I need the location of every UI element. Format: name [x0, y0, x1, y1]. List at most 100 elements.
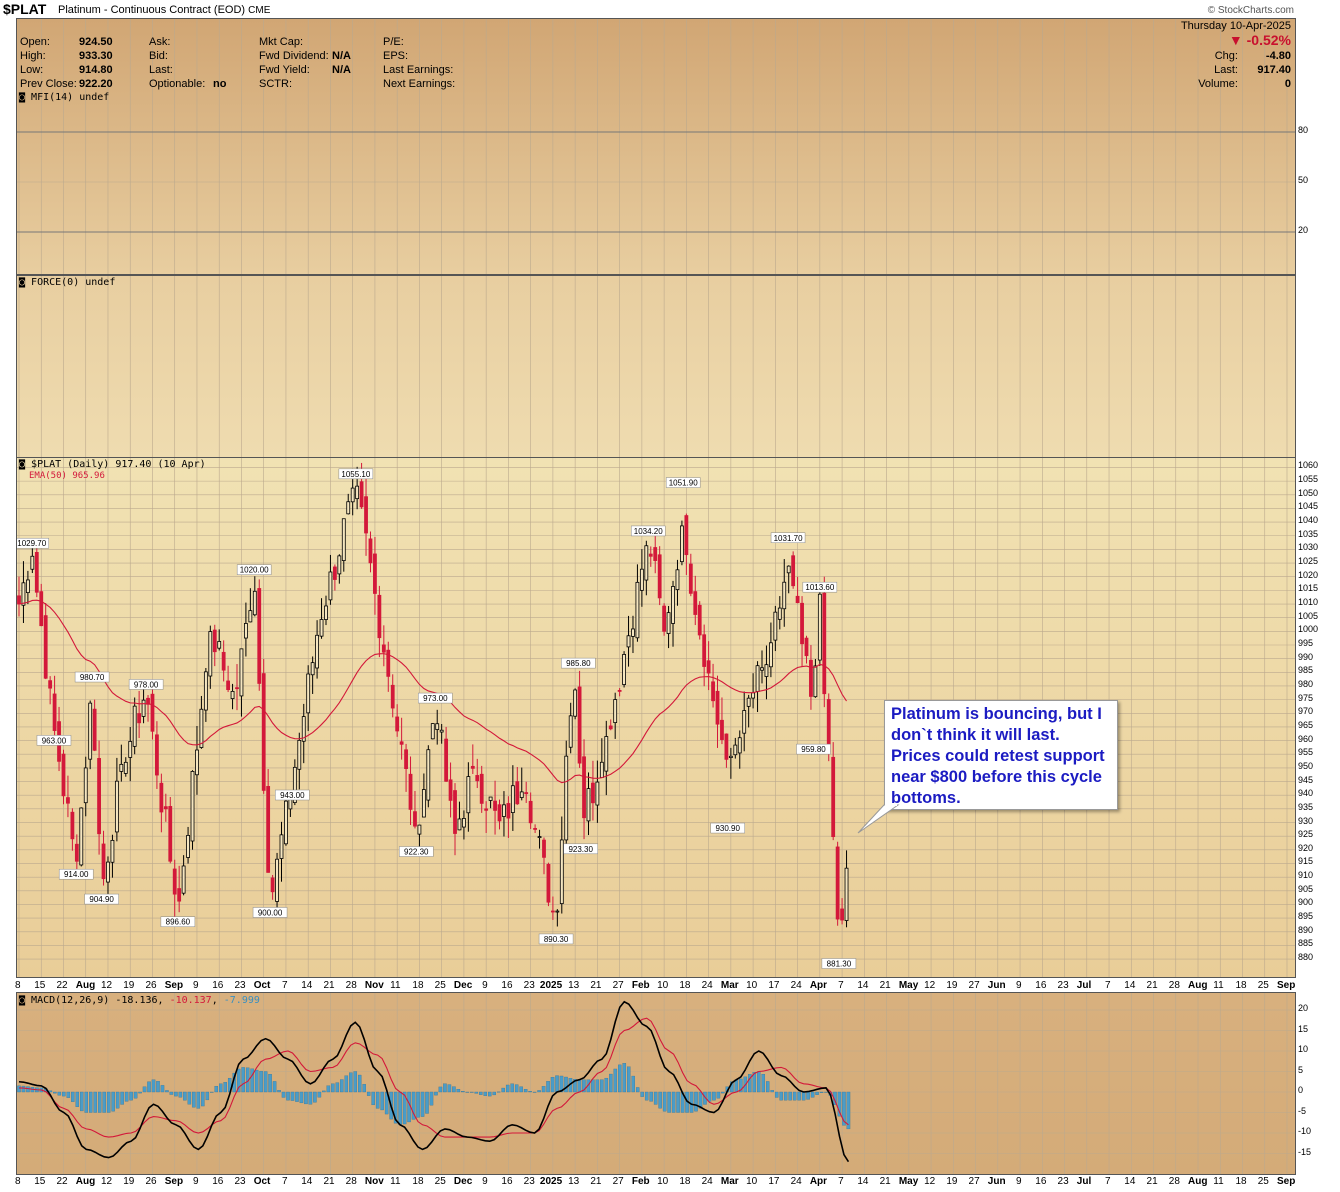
histogram-bar [416, 1091, 420, 1118]
x-axis-label: 9 [482, 980, 488, 991]
candle [270, 874, 275, 900]
candle [537, 829, 542, 849]
x-axis-label: 17 [768, 1176, 780, 1187]
histogram-bar [456, 1089, 461, 1093]
histogram-bar [425, 1091, 429, 1114]
ema-line [18, 599, 847, 784]
candle [777, 596, 782, 630]
x-axis-label: Apr [809, 980, 828, 991]
histogram-bar [223, 1082, 227, 1093]
histogram-bar [555, 1075, 559, 1093]
x-axis-label: 27 [968, 980, 980, 991]
x-axis-label: 2025 [539, 980, 563, 991]
svg-text:1013.60: 1013.60 [805, 583, 834, 592]
histogram-bar [627, 1066, 631, 1093]
price-tick-label: 920 [1298, 842, 1314, 853]
candle [573, 688, 578, 720]
x-axis-label: 19 [946, 980, 958, 991]
x-axis-label: Jul [1076, 1176, 1092, 1187]
candle [484, 801, 489, 833]
candle [337, 554, 342, 584]
candle [506, 796, 511, 838]
candle [746, 694, 751, 728]
x-axis-label: 14 [857, 980, 869, 991]
histogram-bar [129, 1091, 133, 1101]
svg-text:930.90: 930.90 [715, 824, 740, 833]
histogram-bar [707, 1091, 712, 1102]
price-annotation: 881.30 [821, 958, 857, 969]
x-axis-label: Sep [1277, 980, 1296, 991]
candle [324, 595, 328, 626]
histogram-bar [196, 1091, 201, 1109]
mfi-tick-label: 50 [1298, 175, 1309, 185]
x-axis-label: 25 [434, 1176, 446, 1187]
x-axis-label: 19 [946, 1176, 958, 1187]
price-tick-label: 990 [1298, 651, 1314, 662]
candle [693, 575, 698, 626]
histogram-bar [658, 1091, 662, 1109]
histogram-bar [241, 1067, 245, 1093]
histogram-bar [219, 1083, 223, 1093]
price-annotation: 1051.90 [665, 477, 701, 488]
x-axis-label: 24 [701, 1176, 713, 1187]
quote-last-price: Last: 917.40 [1214, 64, 1291, 76]
histogram-bar [694, 1091, 698, 1112]
histogram-bar [21, 1085, 26, 1093]
histogram-bar [214, 1085, 219, 1093]
candle [404, 743, 408, 792]
candle [831, 742, 836, 841]
candle [582, 739, 586, 840]
x-axis-label: 14 [301, 980, 313, 991]
histogram-bar [541, 1086, 546, 1093]
candle [119, 744, 124, 782]
svg-text:978.00: 978.00 [134, 680, 159, 689]
candle [711, 663, 715, 708]
price-tick-label: 970 [1298, 706, 1314, 717]
candle [155, 721, 159, 789]
price-tick-label: 975 [1298, 692, 1314, 703]
svg-text:904.90: 904.90 [89, 895, 114, 904]
histogram-bar [698, 1091, 703, 1109]
svg-text:1055.10: 1055.10 [341, 470, 370, 479]
candle [502, 791, 506, 837]
quote-pe: P/E: [383, 36, 404, 48]
histogram-bar [115, 1091, 120, 1109]
candle [724, 733, 729, 768]
x-axis-label: 21 [590, 1176, 602, 1187]
svg-text:1031.70: 1031.70 [774, 534, 803, 543]
price-tick-label: 965 [1298, 719, 1314, 730]
x-axis-label: 18 [679, 980, 691, 991]
candle [368, 531, 373, 573]
candle [310, 656, 315, 694]
candle [657, 546, 662, 606]
quote-mkt-cap: Mkt Cap: [259, 36, 304, 48]
svg-text:985.80: 985.80 [566, 659, 591, 668]
x-axis-label: 9 [192, 1176, 199, 1187]
x-axis-label: 7 [1105, 980, 1111, 991]
candle [221, 640, 226, 682]
x-axis-label: 16 [1035, 980, 1047, 991]
candle [720, 697, 724, 745]
x-axis-label: 18 [412, 980, 424, 991]
candle [390, 674, 395, 718]
candle [177, 865, 182, 913]
price-tick-label: 940 [1298, 788, 1314, 799]
x-axis-label: 21 [590, 980, 602, 991]
histogram-bar [357, 1074, 362, 1093]
histogram-bar [622, 1063, 627, 1093]
ema-legend: EMA(50) 965.96 [29, 471, 105, 481]
x-axis-label: 23 [1057, 1176, 1069, 1187]
x-axis-label: 22 [56, 980, 68, 991]
candle [252, 576, 257, 617]
candle [426, 745, 431, 808]
candle [435, 709, 440, 745]
quote-last: Last: [149, 64, 173, 76]
histogram-bar [438, 1086, 443, 1093]
histogram-bar [210, 1091, 214, 1093]
candle [715, 675, 720, 748]
histogram-bar [259, 1070, 263, 1093]
candle [813, 659, 818, 698]
mfi-tick-label: 80 [1298, 125, 1309, 135]
candle [212, 624, 217, 667]
histogram-bar [106, 1091, 111, 1113]
